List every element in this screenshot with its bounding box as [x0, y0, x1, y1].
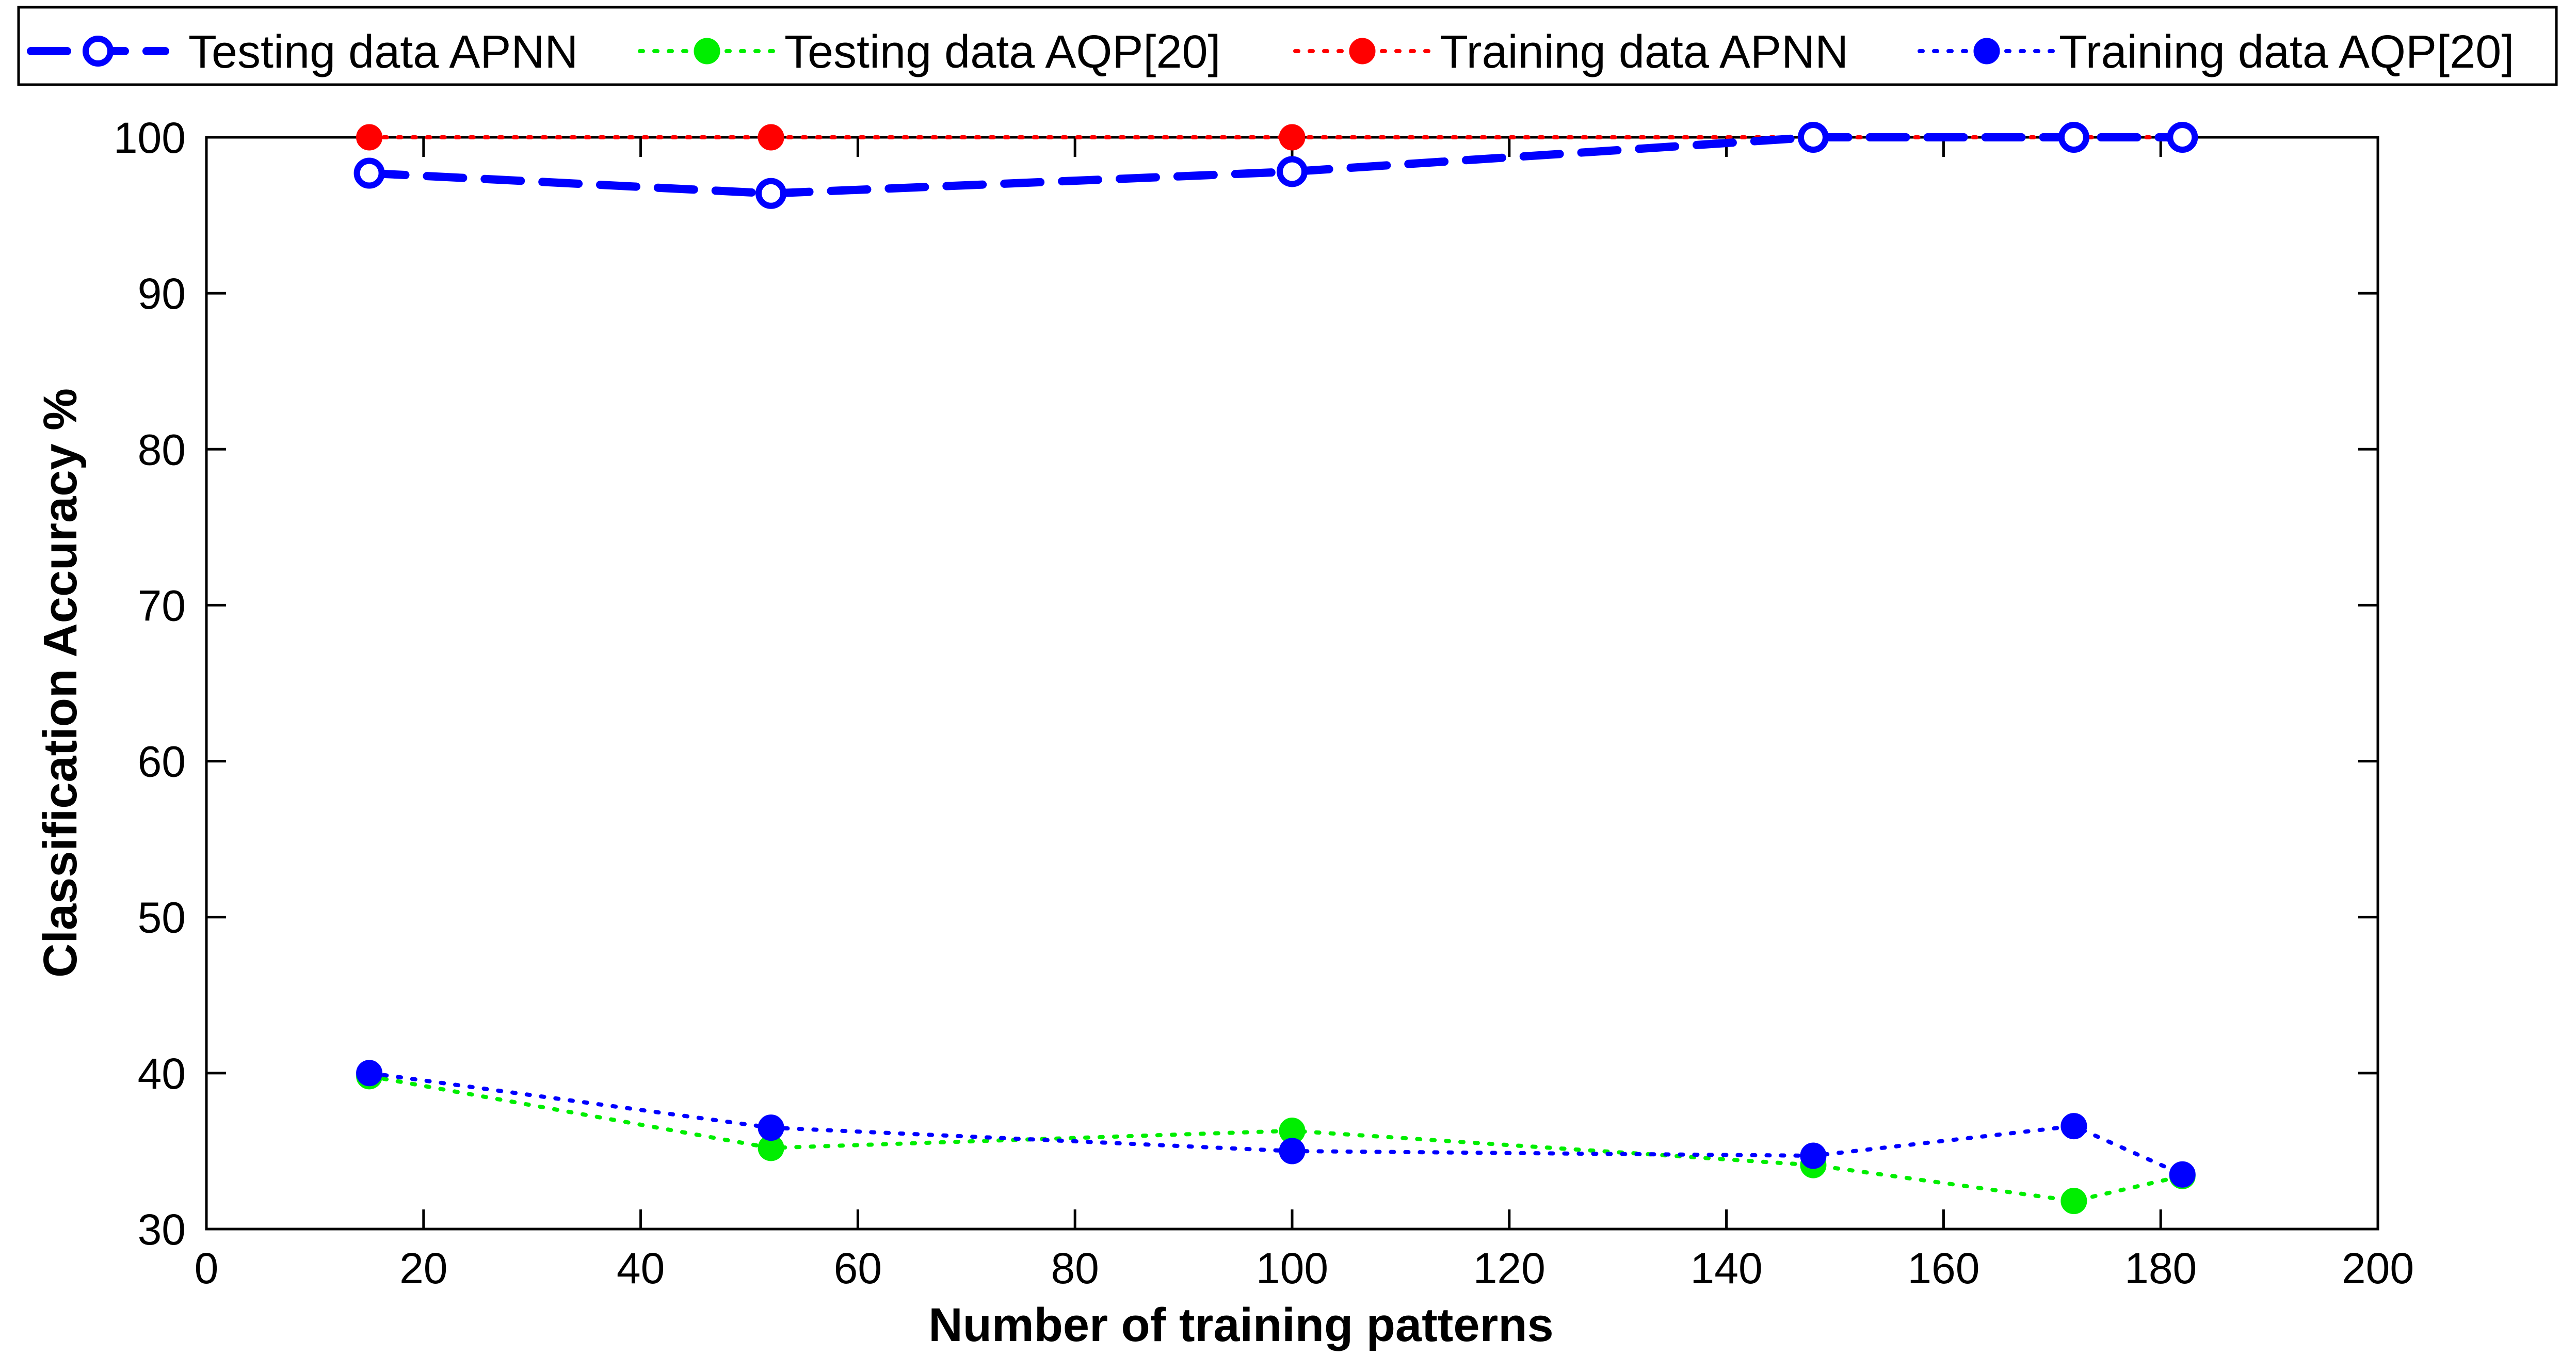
x-tick-label: 60	[834, 1244, 882, 1293]
data-point	[353, 157, 385, 189]
y-tick-label: 50	[138, 894, 186, 942]
data-point	[356, 124, 383, 151]
y-tick-label: 30	[138, 1205, 186, 1254]
data-point	[758, 1114, 784, 1141]
y-tick-label: 40	[138, 1049, 186, 1098]
x-tick-label: 160	[1907, 1244, 1979, 1293]
legend-label: Training data AQP[20]	[2059, 26, 2514, 78]
x-tick-label: 140	[1691, 1244, 1763, 1293]
series-0	[353, 122, 2198, 209]
data-point	[2169, 1161, 2196, 1188]
legend-box	[17, 6, 2558, 86]
data-point	[2060, 1188, 2087, 1215]
series-1	[356, 1063, 2196, 1215]
x-tick-label: 20	[399, 1244, 447, 1293]
data-point	[2167, 122, 2198, 153]
y-tick-label: 60	[138, 738, 186, 786]
data-point	[758, 124, 784, 151]
legend-marker	[1973, 38, 2000, 65]
legend-label: Testing data AQP[20]	[784, 26, 1221, 78]
plot-frame	[205, 136, 2379, 1231]
y-axis-label: Classification Accuracy %	[34, 388, 87, 978]
x-tick-label: 40	[617, 1244, 665, 1293]
legend-marker	[1349, 38, 1376, 65]
series-layer	[353, 122, 2198, 1215]
x-tick-label: 0	[195, 1244, 219, 1293]
data-point	[755, 178, 787, 209]
data-point	[1279, 1138, 1306, 1165]
series-line	[367, 1071, 2185, 1177]
data-point	[1277, 156, 1308, 187]
axis-tick-labels: 0 20 40 60 80 100 120 140 160 180 200 30 40 50 60 70 80 9…	[114, 114, 2414, 1293]
data-point	[356, 1060, 383, 1087]
y-tick-label: 90	[138, 269, 186, 318]
series-3	[356, 1060, 2196, 1188]
legend-marker	[83, 36, 114, 67]
series-line	[367, 1074, 2185, 1203]
legend-label: Testing data APNN	[188, 26, 578, 78]
data-point	[1800, 1142, 1827, 1169]
x-tick-label: 200	[2342, 1244, 2414, 1293]
y-tick-label: 70	[138, 581, 186, 630]
data-point	[1279, 124, 1306, 151]
x-axis-label: Number of training patterns	[928, 1299, 1553, 1351]
data-point	[2058, 122, 2089, 153]
y-tick-label: 80	[138, 425, 186, 474]
data-point	[2060, 1113, 2087, 1140]
x-tick-label: 80	[1051, 1244, 1099, 1293]
series-line	[365, 133, 2187, 198]
axis-ticks	[205, 136, 2379, 1231]
legend-label: Training data APNN	[1440, 26, 1848, 78]
x-tick-label: 120	[1473, 1244, 1545, 1293]
legend-marker	[694, 38, 720, 65]
data-point	[1797, 122, 1829, 153]
legend: Testing data APNN Testing data AQP[20] Tra…	[17, 6, 2558, 86]
x-tick-label: 100	[1256, 1244, 1328, 1293]
x-tick-label: 180	[2124, 1244, 2197, 1293]
y-tick-label: 100	[114, 114, 186, 162]
